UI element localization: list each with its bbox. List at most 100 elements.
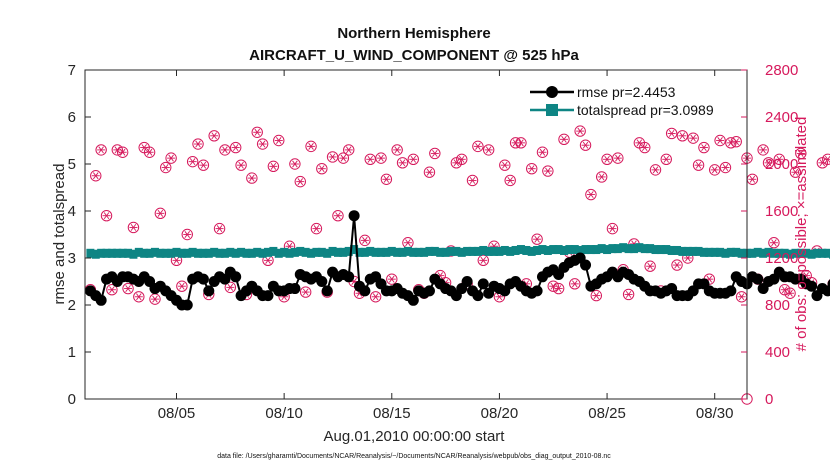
- obs-assimilated-stroke: [179, 282, 185, 290]
- obs-possible-circle: [526, 163, 538, 175]
- obs-assimilated-stroke: [103, 212, 110, 220]
- obs-count-marker: [262, 254, 274, 267]
- obs-possible-circle: [585, 188, 597, 201]
- obs-assimilated-stroke: [781, 286, 788, 294]
- obs-assimilated-stroke: [636, 139, 643, 147]
- obs-possible-circle: [725, 137, 737, 149]
- totalspread-point: [210, 247, 219, 257]
- obs-possible-circle: [289, 158, 301, 170]
- totalspread-point: [651, 245, 660, 255]
- obs-assimilated-stroke: [749, 175, 756, 183]
- obs-possible-circle: [590, 289, 603, 302]
- obs-assimilated-stroke: [238, 161, 244, 169]
- obs-assimilated-stroke: [458, 155, 465, 163]
- rmse-point: [343, 271, 355, 283]
- totalspread-point: [549, 245, 558, 255]
- obs-possible-circle: [127, 221, 140, 234]
- obs-possible-circle: [649, 164, 662, 176]
- obs-possible-circle: [294, 175, 306, 188]
- rmse-point: [289, 283, 301, 295]
- obs-count-marker: [531, 233, 543, 245]
- totalspread-point: [780, 248, 789, 258]
- obs-assimilated-stroke: [577, 127, 583, 135]
- totalspread-point: [150, 247, 159, 257]
- totalspread-point: [769, 248, 778, 258]
- obs-possible-circle: [154, 207, 167, 220]
- obs-assimilated-stroke: [109, 286, 115, 294]
- totalspread-point: [344, 246, 353, 256]
- obs-count-marker: [305, 140, 317, 153]
- totalspread-point: [737, 248, 746, 258]
- y-tick-label: 3: [68, 250, 76, 267]
- totalspread-point: [366, 246, 375, 256]
- rmse-point: [822, 285, 830, 297]
- obs-possible-circle: [375, 152, 387, 164]
- obs-count-marker: [160, 161, 172, 174]
- obs-assimilated-stroke: [690, 134, 696, 142]
- y2-tick-label: 1600: [765, 203, 798, 220]
- obs-count-marker: [235, 159, 247, 171]
- totalspread-point: [807, 249, 816, 259]
- obs-possible-circle: [639, 141, 651, 154]
- totalspread-point: [818, 248, 827, 258]
- obs-count-marker: [289, 158, 301, 170]
- obs-count-marker: [466, 174, 479, 187]
- obs-assimilated-stroke: [824, 155, 830, 163]
- obs-possible-circle: [730, 135, 742, 148]
- totalspread-point: [118, 248, 127, 258]
- obs-assimilated-stroke: [539, 148, 546, 156]
- totalspread-point: [247, 248, 256, 258]
- totalspread-point: [705, 247, 714, 257]
- totalspread-point: [97, 248, 106, 258]
- obs-possible-circle: [100, 210, 113, 222]
- y-tick-label: 4: [68, 203, 76, 220]
- obs-count-marker: [122, 282, 134, 295]
- rmse-point: [423, 285, 435, 297]
- obs-assimilated-stroke: [232, 144, 239, 152]
- obs-count-marker: [229, 141, 242, 154]
- obs-assimilated-stroke: [216, 225, 223, 233]
- obs-assimilated-stroke: [227, 283, 234, 291]
- totalspread-point: [188, 247, 197, 257]
- totalspread-point: [699, 247, 708, 257]
- obs-assimilated-stroke: [711, 166, 718, 174]
- totalspread-point: [129, 249, 138, 259]
- totalspread-point: [786, 249, 795, 259]
- obs-count-marker: [773, 153, 785, 166]
- rmse-point: [359, 285, 371, 297]
- totalspread-point: [662, 245, 671, 255]
- obs-assimilated-stroke: [480, 256, 487, 264]
- totalspread-point: [452, 246, 461, 256]
- y-tick-label: 6: [68, 109, 76, 126]
- totalspread-point: [710, 247, 719, 257]
- obs-assimilated-stroke: [798, 149, 804, 157]
- obs-possible-circle: [773, 153, 785, 166]
- obs-assimilated-stroke: [259, 140, 266, 148]
- totalspread-point: [586, 245, 595, 255]
- totalspread-point: [764, 247, 773, 257]
- rmse-point: [461, 276, 473, 287]
- obs-assimilated-stroke: [625, 290, 632, 298]
- obs-assimilated-stroke: [136, 293, 142, 301]
- obs-possible-circle: [536, 146, 549, 158]
- obs-possible-circle: [547, 280, 559, 292]
- x-tick-label: 08/30: [696, 405, 734, 422]
- totalspread-point: [694, 246, 703, 256]
- obs-possible-circle: [644, 260, 656, 272]
- obs-count-marker: [714, 134, 726, 147]
- obs-count-marker: [579, 139, 592, 151]
- totalspread-point: [172, 247, 181, 257]
- y2-tick-label: 0: [765, 391, 773, 408]
- obs-count-marker: [709, 164, 721, 176]
- y-tick-label: 7: [68, 62, 76, 79]
- totalspread-point: [527, 246, 536, 256]
- obs-count-marker: [585, 188, 597, 201]
- totalspread-point: [102, 248, 111, 258]
- obs-count-marker: [154, 207, 167, 220]
- obs-count-marker: [499, 159, 511, 171]
- y2-tick-label: 1200: [765, 250, 798, 267]
- totalspread-point: [134, 247, 143, 257]
- totalspread-point: [393, 247, 402, 257]
- totalspread-point: [215, 248, 224, 258]
- obs-count-marker: [482, 144, 495, 156]
